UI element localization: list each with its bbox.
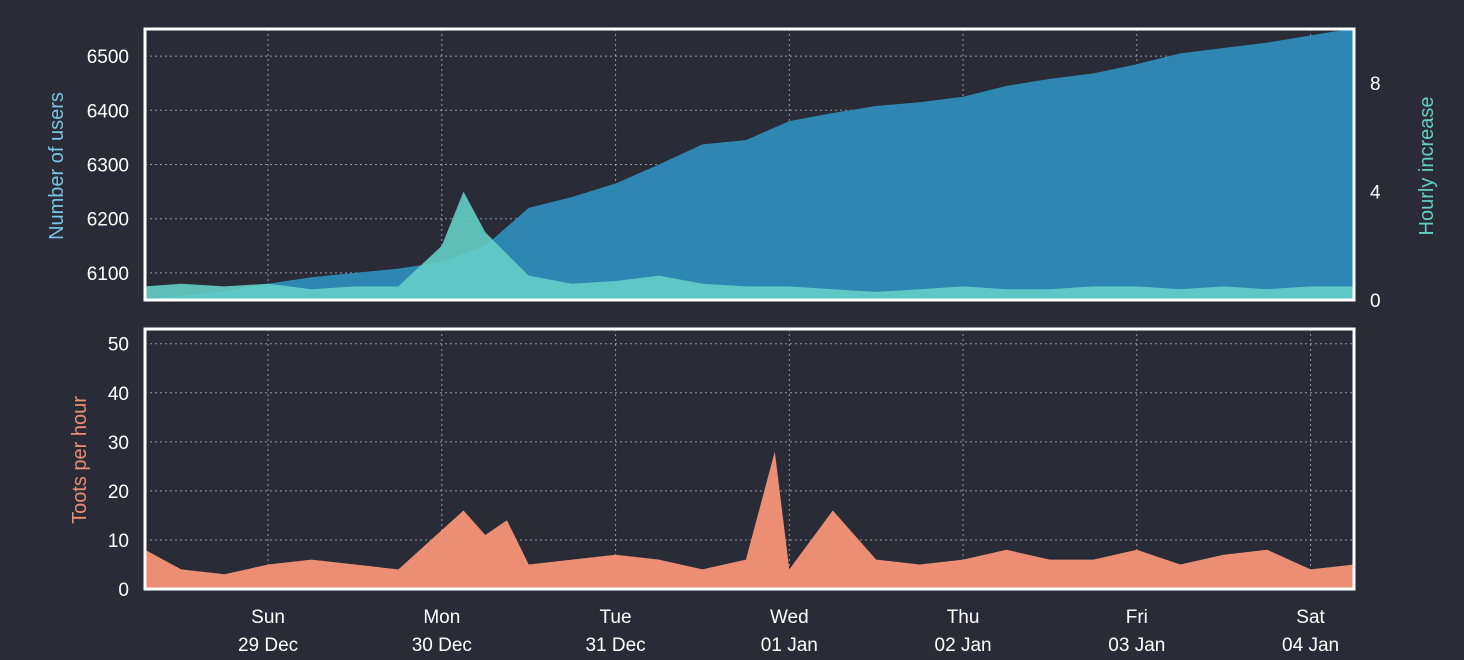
users-tick-label: 6300 [87,156,129,177]
x-tick-weekday: Tue [600,607,632,628]
users-area [145,29,1354,300]
users-tick-label: 6500 [87,47,129,68]
hourly-tick-label: 0 [1370,291,1381,312]
toots-axis-label: Toots per hour [69,396,91,524]
users-tick-label: 6100 [87,264,129,285]
toots-tick-label: 40 [108,384,129,405]
toots-axis-ticks: 0 10 20 30 40 50 [108,335,129,601]
users-panel-frame [143,27,1356,302]
x-tick-date: 04 Jan [1282,635,1339,656]
x-tick-date: 30 Dec [412,635,472,656]
users-tick-label: 6200 [87,210,129,231]
toots-tick-label: 20 [108,482,129,503]
x-tick-weekday: Thu [947,607,980,628]
hourly-axis-ticks: 0 4 8 [1370,74,1381,312]
toots-tick-label: 50 [108,335,129,356]
x-tick-weekday: Sun [251,607,285,628]
hourly-increase-area [145,191,1354,300]
x-tick-date: 02 Jan [935,635,992,656]
toots-panel-frame [143,327,1356,591]
toots-panel-grid [145,329,1354,590]
toots-tick-label: 10 [108,531,129,552]
x-tick-weekday: Wed [770,607,809,628]
toots-tick-label: 30 [108,433,129,454]
x-tick-weekday: Sat [1296,607,1325,628]
hourly-tick-label: 8 [1370,74,1381,95]
x-tick-date: 01 Jan [761,635,818,656]
x-tick-weekday: Mon [423,607,460,628]
toots-area [145,451,1354,589]
hourly-tick-label: 4 [1370,183,1381,204]
users-axis-ticks: 6100 6200 6300 6400 6500 [87,47,129,285]
x-axis-ticks: Sun 29 Dec Mon 30 Dec Tue 31 Dec Wed 01 Jan Thu 0… [238,607,1339,656]
users-panel: 6100 6200 6300 6400 6500 0 4 8 Number of users… [46,27,1438,312]
x-tick-date: 03 Jan [1108,635,1165,656]
toots-panel: 0 10 20 30 40 50 Toots per hour [69,327,1356,601]
toots-tick-label: 0 [118,580,129,601]
x-tick-date: 31 Dec [585,635,645,656]
users-tick-label: 6400 [87,101,129,122]
hourly-axis-label: Hourly increase [1416,97,1438,236]
users-axis-label: Number of users [46,92,68,240]
x-tick-date: 29 Dec [238,635,298,656]
x-tick-weekday: Fri [1126,607,1148,628]
